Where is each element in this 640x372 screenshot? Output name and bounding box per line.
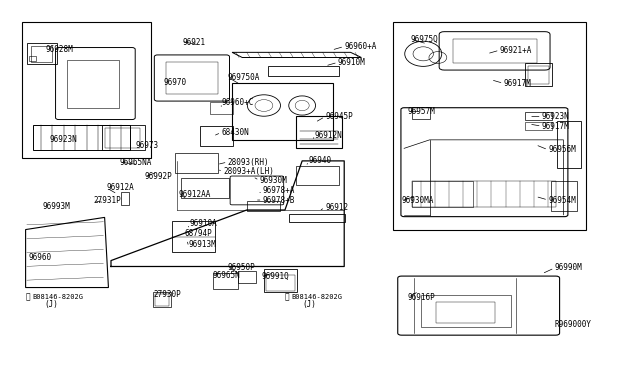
- Text: B08146-8202G: B08146-8202G: [32, 294, 83, 300]
- Bar: [27, 43, 58, 64]
- Text: 96916P: 96916P: [408, 293, 436, 302]
- Bar: [412, 181, 473, 208]
- Text: 96978+A: 96978+A: [262, 186, 295, 195]
- Text: 96928M: 96928M: [46, 45, 74, 54]
- Bar: [22, 22, 151, 158]
- Text: 96921: 96921: [183, 38, 206, 46]
- Bar: [528, 66, 549, 84]
- Bar: [525, 122, 552, 130]
- Bar: [394, 22, 586, 230]
- Text: 96965NA: 96965NA: [119, 157, 152, 167]
- Bar: [412, 107, 430, 119]
- Bar: [525, 62, 552, 86]
- Bar: [181, 177, 229, 198]
- Text: 27931P: 27931P: [94, 196, 122, 205]
- Bar: [557, 121, 581, 168]
- Text: 68430N: 68430N: [221, 128, 249, 137]
- Bar: [246, 201, 280, 211]
- Bar: [550, 181, 577, 211]
- Bar: [121, 192, 129, 205]
- Text: 96930MA: 96930MA: [401, 196, 434, 205]
- Bar: [296, 166, 339, 185]
- Text: 96950P: 96950P: [228, 263, 255, 272]
- Bar: [239, 271, 256, 283]
- Bar: [211, 102, 233, 114]
- Text: 96978+B: 96978+B: [262, 196, 295, 205]
- Text: (J): (J): [45, 300, 59, 310]
- Bar: [33, 125, 130, 150]
- Bar: [102, 125, 145, 150]
- Text: 96912AA: 96912AA: [179, 190, 211, 199]
- Text: 96970: 96970: [164, 78, 187, 87]
- Text: 96917M: 96917M: [541, 122, 570, 131]
- Bar: [155, 294, 169, 306]
- Text: 68794P: 68794P: [185, 230, 212, 238]
- Text: 96923N: 96923N: [541, 112, 570, 121]
- Bar: [412, 181, 556, 208]
- Bar: [296, 116, 342, 148]
- Text: 96992P: 96992P: [145, 172, 173, 181]
- Bar: [31, 46, 52, 62]
- Bar: [153, 292, 171, 307]
- Text: R969000Y: R969000Y: [554, 320, 591, 329]
- Text: 96956M: 96956M: [548, 145, 576, 154]
- Bar: [436, 302, 495, 323]
- Bar: [232, 83, 333, 140]
- Text: 27930P: 27930P: [153, 291, 180, 299]
- Text: 96957M: 96957M: [408, 107, 436, 116]
- Text: Ⓑ: Ⓑ: [284, 292, 289, 301]
- Text: 96912N: 96912N: [315, 131, 342, 140]
- Bar: [29, 56, 36, 61]
- Text: 96990M: 96990M: [554, 263, 582, 272]
- Bar: [166, 62, 218, 94]
- Text: 96960+A: 96960+A: [344, 42, 376, 51]
- Bar: [525, 112, 552, 120]
- Text: 96993M: 96993M: [43, 202, 70, 211]
- Text: 96940: 96940: [308, 156, 332, 166]
- Text: 96913M: 96913M: [188, 240, 216, 249]
- Text: 96910A: 96910A: [189, 219, 217, 228]
- Bar: [289, 214, 346, 222]
- Bar: [452, 39, 537, 63]
- Text: 28093(RH): 28093(RH): [228, 157, 269, 167]
- Text: 969750A: 969750A: [228, 73, 260, 81]
- Bar: [268, 65, 339, 76]
- Text: 96991Q: 96991Q: [261, 272, 289, 281]
- Bar: [172, 221, 216, 252]
- Text: 96975Q: 96975Q: [410, 35, 438, 44]
- Bar: [175, 153, 218, 173]
- Text: 96960+C: 96960+C: [221, 99, 253, 108]
- Bar: [200, 126, 234, 146]
- Text: 96910M: 96910M: [338, 58, 365, 67]
- Text: 96921+A: 96921+A: [500, 46, 532, 55]
- Bar: [264, 269, 297, 292]
- Text: 96930M: 96930M: [259, 176, 287, 185]
- Text: 96960: 96960: [28, 253, 51, 263]
- Bar: [420, 295, 511, 327]
- Bar: [104, 128, 140, 148]
- Text: 96954M: 96954M: [548, 196, 576, 205]
- Text: 96912: 96912: [325, 203, 348, 212]
- Text: 28093+A(LH): 28093+A(LH): [223, 167, 274, 176]
- Text: Ⓑ: Ⓑ: [26, 292, 30, 301]
- Text: (J): (J): [302, 300, 316, 310]
- Text: 96965N: 96965N: [213, 271, 241, 280]
- Text: 96945P: 96945P: [325, 112, 353, 121]
- Text: 96912A: 96912A: [106, 183, 134, 192]
- Text: 96973: 96973: [135, 141, 158, 150]
- Bar: [266, 275, 294, 291]
- Bar: [213, 273, 239, 289]
- Text: 96917M: 96917M: [504, 79, 531, 88]
- Text: B08146-8202G: B08146-8202G: [291, 294, 342, 300]
- Bar: [67, 61, 119, 108]
- Text: 96923N: 96923N: [49, 135, 77, 144]
